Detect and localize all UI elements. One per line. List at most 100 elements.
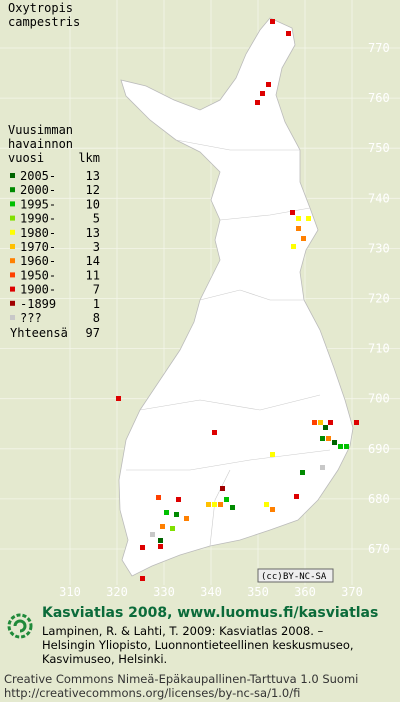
legend-swatch [10,300,15,306]
square [255,100,260,105]
square [318,420,323,425]
legend-count: 1 [93,297,100,311]
legend-total-count: 97 [86,326,100,340]
legend-count: 8 [93,311,100,325]
square [338,444,343,449]
legend-label: 2000- [20,183,56,197]
square [323,425,328,430]
legend-swatch [10,201,15,207]
square [328,420,333,425]
square [184,516,189,521]
square [150,532,155,537]
square [296,216,301,221]
square [116,396,121,401]
legend-total-label: Yhteensä [10,326,68,340]
square [212,430,217,435]
legend-heading: lkm [78,151,100,165]
square [296,226,301,231]
x-tick-label: 370 [341,585,363,599]
square [270,507,275,512]
square [320,436,325,441]
y-tick-label: 770 [368,41,390,55]
y-tick-label: 690 [368,442,390,456]
y-tick-label: 750 [368,141,390,155]
y-tick-label: 680 [368,492,390,506]
square [140,545,145,550]
square [312,420,317,425]
region-borders [126,139,331,547]
citation: Helsingin Yliopisto, Luonnontieteellinen… [42,638,354,652]
legend-swatch [10,173,15,178]
square [212,502,217,507]
square [344,444,349,449]
legend-count: 12 [86,183,100,197]
square [291,244,296,249]
y-tick-label: 760 [368,91,390,105]
badge-box [257,568,334,583]
square [156,495,161,500]
square [174,512,179,517]
square [170,526,175,531]
square [176,497,181,502]
license: Creative Commons Nimeä-Epäkaupallinen-Ta… [4,672,358,686]
square [264,502,269,507]
square [354,420,359,425]
square [332,440,337,445]
species-name: Oxytropis [8,1,73,15]
y-tick-label: 710 [368,342,390,356]
square [294,494,299,499]
legend-swatch [10,244,15,249]
square [230,505,235,510]
square [206,502,211,507]
square [270,452,275,457]
logo [7,613,33,639]
y-tick-label: 740 [368,191,390,205]
y-tick-label: 670 [368,542,390,556]
legend-count: 10 [86,197,100,211]
x-tick-label: 310 [59,585,81,599]
species-name: campestris [8,15,80,29]
legend-swatch [10,215,15,221]
legend-heading: havainnon [8,137,73,151]
x-tick-label: 350 [247,585,269,599]
square [290,210,295,215]
square [306,216,311,221]
square [270,19,275,24]
legend-count: 14 [86,254,100,268]
occurrence-squares [116,19,359,581]
legend-label: 1970- [20,240,56,254]
legend-label: ??? [20,311,42,325]
legend-swatch [10,187,15,193]
square [220,486,225,491]
legend-swatch [10,315,15,320]
legend-swatch [10,258,15,264]
square [158,538,163,543]
square [160,524,165,529]
legend-swatch [10,286,15,292]
square [218,502,223,507]
x-tick-label: 340 [200,585,222,599]
square [286,31,291,36]
legend-count: 13 [86,226,100,240]
x-tick-label: 360 [294,585,316,599]
square [140,576,145,581]
legend-swatch [10,272,15,278]
square [300,470,305,475]
legend: 2005- 13 2000- 12 1995- 10 1990- 5 1980- 13 1970- 3… [10,169,100,340]
legend-swatch [10,229,15,235]
legend-label: 2005- [20,169,56,183]
legend-label: 1960- [20,254,56,268]
legend-heading: vuosi [8,151,44,165]
legend-count: 13 [86,169,100,183]
legend-count: 3 [93,240,100,254]
square [260,91,265,96]
license: http://creativecommons.org/licenses/by-n… [4,686,300,700]
legend-count: 11 [86,268,100,282]
square [301,236,306,241]
square [266,82,271,87]
y-tick-label: 730 [368,241,390,255]
square [320,465,325,470]
legend-label: 1990- [20,212,56,226]
